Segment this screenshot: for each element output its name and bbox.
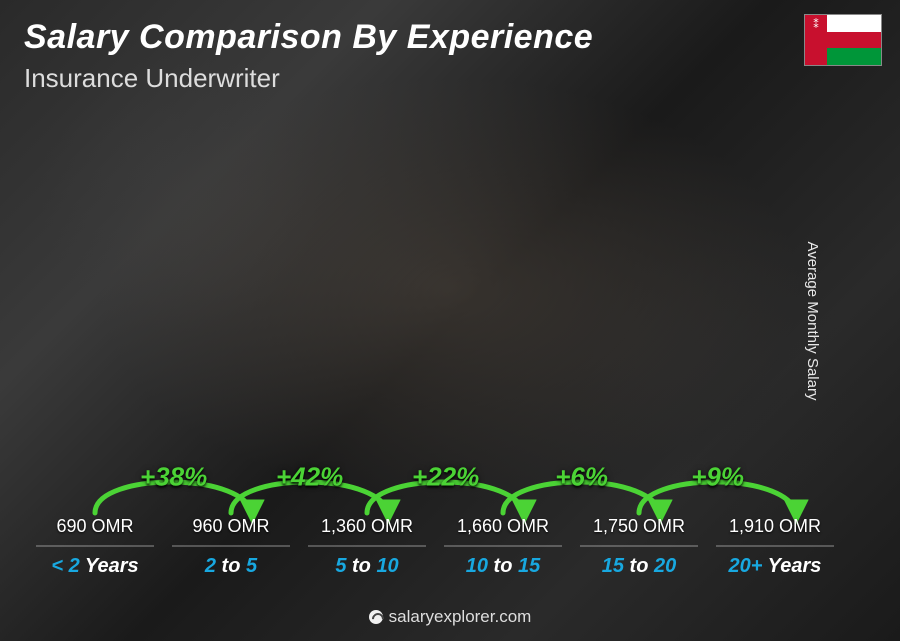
bar-slot: 1,660 OMR <box>444 516 562 547</box>
chart-canvas: Salary Comparison By Experience Insuranc… <box>0 0 900 641</box>
bar-value-label: 690 OMR <box>56 516 133 537</box>
title-block: Salary Comparison By Experience Insuranc… <box>24 18 593 94</box>
flag-stripe-top <box>827 15 881 32</box>
increase-percent-label: +38% <box>140 462 207 493</box>
x-axis-label: 5 to 10 <box>308 551 426 581</box>
bar <box>308 545 426 547</box>
x-axis-label: 2 to 5 <box>172 551 290 581</box>
bar-slot: 1,910 OMR <box>716 516 834 547</box>
chart-title: Salary Comparison By Experience <box>24 18 593 57</box>
increase-percent-label: +22% <box>412 462 479 493</box>
increase-percent-label: +9% <box>691 462 744 493</box>
bar-slot: 1,750 OMR <box>580 516 698 547</box>
chart-area: 690 OMR 960 OMR 1,360 OMR 1,660 OMR 1,750 OM… <box>30 120 840 581</box>
footer: salaryexplorer.com <box>0 607 900 627</box>
x-axis-label: 10 to 15 <box>444 551 562 581</box>
bar-value-label: 1,910 OMR <box>729 516 821 537</box>
flag-stripe-mid <box>827 32 881 49</box>
bar-value-label: 1,360 OMR <box>321 516 413 537</box>
x-axis-row: < 2 Years 2 to 5 5 to 10 10 to 15 15 to 20 20… <box>30 551 840 581</box>
footer-text: salaryexplorer.com <box>389 607 532 626</box>
country-flag-oman: ⁑ <box>804 14 882 66</box>
chart-subtitle: Insurance Underwriter <box>24 63 593 94</box>
bar <box>36 545 154 547</box>
bar <box>444 545 562 547</box>
x-axis-label: < 2 Years <box>36 551 154 581</box>
flag-emblem-icon: ⁑ <box>809 18 823 32</box>
bar-slot: 690 OMR <box>36 516 154 547</box>
bar-slot: 1,360 OMR <box>308 516 426 547</box>
bar-value-label: 1,660 OMR <box>457 516 549 537</box>
bar-slot: 960 OMR <box>172 516 290 547</box>
flag-stripe-bottom <box>827 48 881 65</box>
bar <box>580 545 698 547</box>
logo-icon <box>369 610 383 624</box>
x-axis-label: 20+ Years <box>716 551 834 581</box>
bar <box>172 545 290 547</box>
x-axis-label: 15 to 20 <box>580 551 698 581</box>
bar-value-label: 960 OMR <box>192 516 269 537</box>
increase-percent-label: +6% <box>555 462 608 493</box>
increase-percent-label: +42% <box>276 462 343 493</box>
bar-value-label: 1,750 OMR <box>593 516 685 537</box>
bar <box>716 545 834 547</box>
